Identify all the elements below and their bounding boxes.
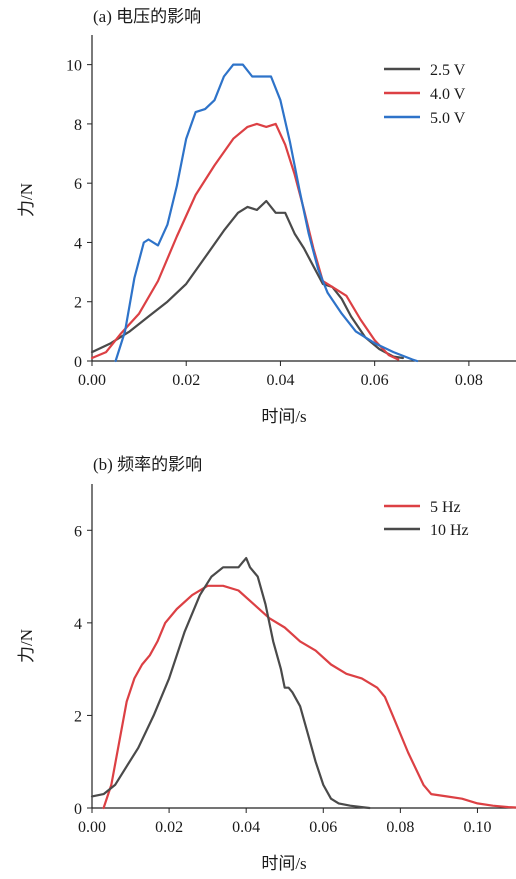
series-line-10hz [90,556,371,810]
series-line-4.0v [90,122,400,361]
chart-title: (a) 电压的影响 [93,7,201,26]
chart-title: (b) 频率的影响 [93,455,202,474]
x-tick-label: 0.00 [78,819,106,836]
x-axis-label: 时间/s [261,854,306,873]
y-axis-label: 力/N [17,183,36,217]
y-tick-label: 0 [74,801,82,818]
y-tick-label: 4 [74,616,82,633]
series-line-5hz [102,584,516,810]
x-tick-label: 0.10 [463,819,491,836]
legend: 5 Hz 10 Hz [384,499,469,539]
y-tick-label: 2 [74,708,82,725]
x-tick-label: 0.04 [232,819,260,836]
y-tick-label: 8 [74,117,82,134]
x-tick-label: 0.04 [266,372,294,389]
x-tick-label: 0.08 [455,372,483,389]
y-tick-label: 2 [74,295,82,312]
legend-label: 5.0 V [430,110,466,127]
x-tick-label: 0.02 [155,819,183,836]
legend-label: 10 Hz [430,522,469,539]
y-tick-label: 10 [66,58,82,75]
x-axis-label: 时间/s [261,407,306,426]
series-line-5.0v [114,63,419,363]
y-tick-label: 4 [74,235,82,252]
x-tick-label: 0.08 [386,819,414,836]
legend-label: 5 Hz [430,499,461,516]
y-tick-label: 6 [74,176,82,193]
legend: 2.5 V 4.0 V 5.0 V [384,62,466,127]
series-line-2.5v [90,199,404,360]
y-axis-label: 力/N [17,629,36,663]
x-tick-label: 0.06 [361,372,389,389]
legend-label: 2.5 V [430,62,466,79]
y-tick-label: 0 [74,354,82,371]
x-tick-label: 0.02 [172,372,200,389]
chart-panel-b: (b) 频率的影响 0.00 0.02 0.04 0.06 0.08 0.10 0 2 4 6 时间/… [17,455,516,873]
y-tick-label: 6 [74,523,82,540]
chart-panel-a: (a) 电压的影响 0.00 0.02 0.04 0.06 0.08 0 2 4 6 8 10 时间/s… [17,7,516,426]
legend-label: 4.0 V [430,86,466,103]
x-tick-label: 0.00 [78,372,106,389]
x-tick-label: 0.06 [309,819,337,836]
